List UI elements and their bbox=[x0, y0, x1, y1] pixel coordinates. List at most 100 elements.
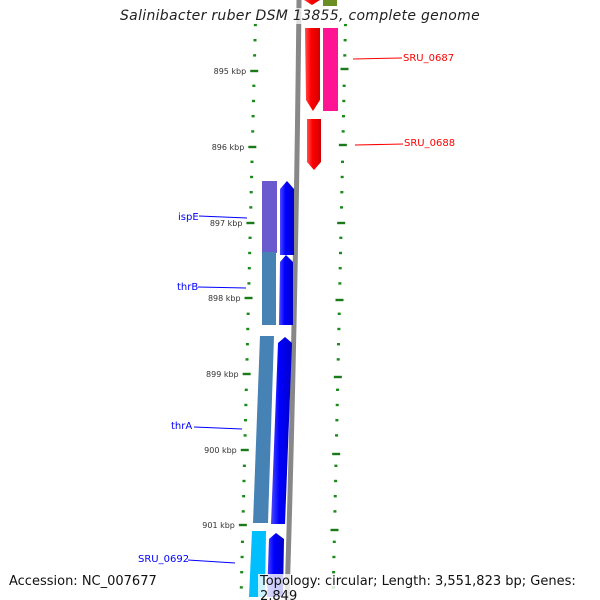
major-tick bbox=[244, 296, 253, 300]
minor-tick bbox=[253, 39, 257, 42]
minor-tick bbox=[239, 586, 243, 589]
minor-tick bbox=[251, 99, 255, 103]
minor-tick bbox=[245, 358, 249, 361]
minor-tick bbox=[337, 312, 341, 315]
label-line-sru0688 bbox=[354, 143, 404, 146]
major-tick bbox=[240, 448, 249, 452]
minor-tick bbox=[242, 495, 246, 498]
minor-tick bbox=[249, 191, 253, 194]
gene-bar-thrA bbox=[253, 336, 274, 523]
major-tick bbox=[340, 67, 349, 71]
gene-arrow-top-partial bbox=[304, 0, 320, 5]
minor-tick bbox=[240, 571, 244, 574]
minor-tick bbox=[251, 115, 255, 118]
major-tick bbox=[250, 69, 259, 73]
minor-tick bbox=[341, 130, 345, 133]
minor-tick bbox=[337, 343, 341, 346]
minor-tick bbox=[243, 434, 247, 437]
label-line-sru0687 bbox=[352, 57, 403, 60]
accession-text: Accession: NC_007677 bbox=[7, 574, 159, 589]
minor-tick bbox=[333, 510, 337, 513]
minor-tick bbox=[336, 358, 340, 361]
label-thrA[interactable]: thrA bbox=[171, 421, 192, 432]
minor-tick bbox=[343, 54, 347, 57]
minor-tick bbox=[252, 84, 256, 87]
minor-tick bbox=[342, 99, 346, 103]
gene-arrow-thrA bbox=[271, 337, 292, 524]
minor-tick bbox=[335, 403, 339, 407]
major-tick bbox=[248, 145, 257, 149]
minor-tick bbox=[338, 267, 342, 270]
minor-tick bbox=[333, 495, 337, 498]
gene-arrow-sru0688 bbox=[307, 119, 321, 170]
minor-tick bbox=[244, 403, 248, 407]
minor-tick bbox=[337, 327, 341, 331]
minor-tick bbox=[249, 206, 253, 209]
kbp-label: 898 kbp bbox=[208, 294, 241, 303]
label-sru0688[interactable]: SRU_0688 bbox=[404, 138, 455, 149]
label-thrB[interactable]: thrB bbox=[177, 282, 198, 293]
label-line-ispE bbox=[198, 215, 248, 219]
gene-arrow-ispE bbox=[280, 181, 294, 255]
genome-backbone bbox=[284, 0, 302, 600]
gene-arrow-sru0687 bbox=[305, 28, 320, 111]
minor-tick bbox=[340, 206, 344, 209]
label-line-sru0692 bbox=[187, 559, 236, 564]
minor-tick bbox=[339, 236, 343, 239]
minor-tick bbox=[244, 388, 248, 391]
major-tick bbox=[242, 372, 251, 376]
minor-tick bbox=[242, 464, 246, 467]
minor-tick bbox=[340, 175, 344, 179]
minor-tick bbox=[253, 54, 257, 57]
minor-tick bbox=[332, 571, 336, 574]
minor-tick bbox=[246, 327, 250, 331]
minor-tick bbox=[334, 479, 338, 483]
minor-tick bbox=[247, 267, 251, 270]
label-sru0687[interactable]: SRU_0687 bbox=[403, 53, 454, 64]
kbp-label: 901 kbp bbox=[202, 521, 235, 530]
gene-arrow-thrB bbox=[279, 255, 293, 325]
kbp-label: 895 kbp bbox=[214, 67, 247, 76]
minor-tick bbox=[338, 282, 342, 285]
kbp-label: 900 kbp bbox=[204, 446, 237, 455]
minor-tick bbox=[335, 419, 339, 422]
minor-tick bbox=[340, 191, 344, 194]
minor-tick bbox=[334, 464, 338, 467]
kbp-label: 899 kbp bbox=[206, 370, 239, 379]
minor-tick bbox=[341, 115, 345, 118]
genome-title-text: Salinibacter ruber DSM 13855, complete g… bbox=[120, 8, 480, 24]
minor-tick bbox=[245, 343, 249, 346]
major-tick bbox=[246, 221, 255, 225]
minor-tick bbox=[342, 84, 346, 87]
topology-text: Topology: circular; Length: 3,551,823 bp… bbox=[258, 574, 600, 600]
gene-bar-top-green bbox=[323, 0, 337, 6]
label-ispE[interactable]: ispE bbox=[178, 212, 199, 223]
minor-tick bbox=[343, 23, 347, 27]
minor-tick bbox=[250, 175, 254, 179]
label-sru0692[interactable]: SRU_0692 bbox=[138, 554, 189, 565]
minor-tick bbox=[248, 251, 252, 255]
gene-bar-sru0687 bbox=[323, 28, 338, 111]
major-tick bbox=[335, 298, 344, 302]
minor-tick bbox=[336, 388, 340, 391]
gene-bar-ispE bbox=[262, 181, 277, 253]
minor-tick bbox=[332, 555, 336, 559]
minor-tick bbox=[251, 130, 255, 133]
label-line-thrB bbox=[197, 286, 247, 289]
left-tick-marks bbox=[238, 23, 259, 589]
major-tick bbox=[330, 528, 339, 532]
kbp-label: 897 kbp bbox=[210, 219, 243, 228]
minor-tick bbox=[248, 236, 252, 239]
kbp-label: 896 kbp bbox=[212, 143, 245, 152]
major-tick bbox=[238, 523, 247, 527]
major-tick bbox=[333, 375, 342, 379]
minor-tick bbox=[339, 251, 343, 255]
minor-tick bbox=[343, 39, 347, 42]
gene-bar-thrB bbox=[262, 252, 276, 325]
minor-tick bbox=[247, 282, 251, 285]
minor-tick bbox=[243, 419, 247, 422]
minor-tick bbox=[246, 312, 250, 315]
minor-tick bbox=[340, 160, 344, 163]
minor-tick bbox=[242, 479, 246, 483]
